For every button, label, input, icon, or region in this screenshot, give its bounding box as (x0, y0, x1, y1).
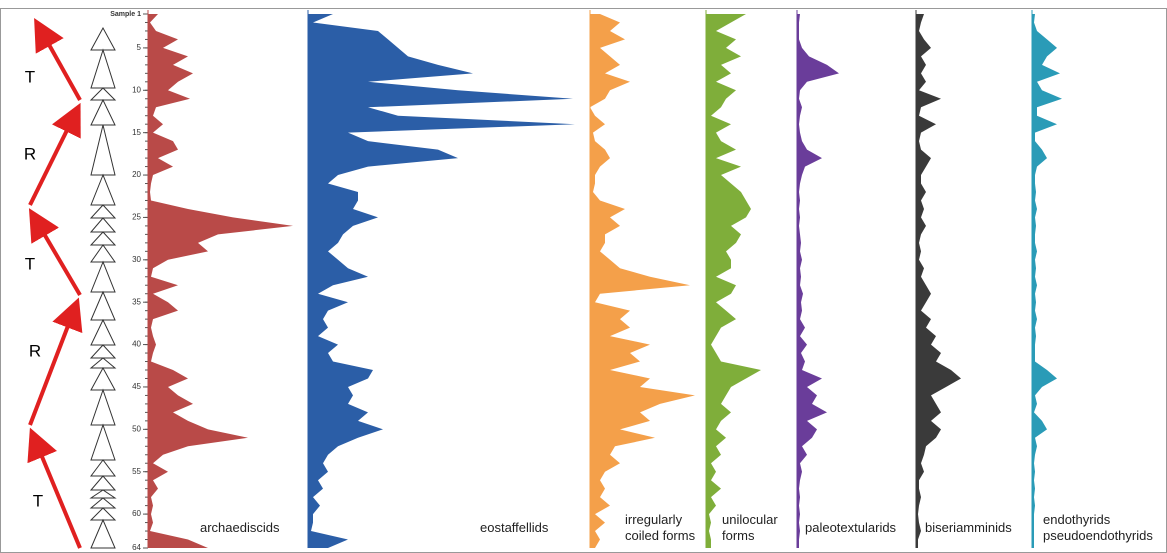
sequence-label: T (33, 491, 43, 510)
triangle (89, 231, 117, 246)
tick-label: 55 (132, 467, 141, 476)
abundance-area (148, 14, 293, 548)
sequence-label: T (25, 254, 35, 273)
triangle (90, 124, 116, 176)
tick-label: Sample 1 (110, 11, 141, 18)
triangle (89, 87, 117, 101)
series-label: archaediscids (200, 520, 280, 535)
triangle (90, 260, 116, 293)
tick-label: 20 (132, 170, 141, 179)
series-label: unilocular forms (722, 512, 778, 543)
triangle (90, 48, 116, 89)
trend-arrows (27, 18, 83, 549)
tick-label: 30 (132, 255, 141, 264)
triangle (90, 26, 116, 51)
abundance-area (308, 14, 575, 548)
cycle-triangles (89, 26, 117, 549)
triangle (90, 290, 116, 321)
triangle (90, 388, 116, 426)
triangle (90, 423, 116, 461)
tick-label: 64 (132, 543, 141, 552)
triangle (90, 459, 116, 477)
frame (0, 8, 1167, 553)
triangle (90, 244, 116, 263)
tick-label: 35 (132, 297, 141, 306)
tick-label: 25 (132, 213, 141, 222)
series-label: endothyrids pseudoendothyrids (1043, 512, 1153, 543)
triangle (89, 357, 117, 369)
triangle (89, 497, 117, 509)
series-label: eostaffellids (480, 520, 549, 535)
triangle (90, 173, 116, 206)
tick-label: 15 (132, 128, 141, 137)
tick-label: 5 (137, 43, 142, 52)
triangle (89, 507, 117, 521)
sequence-label: T (25, 67, 35, 86)
series-label: biseriamminids (925, 520, 1012, 535)
abundance-area (797, 14, 839, 548)
triangle (89, 489, 117, 499)
tick-label: 40 (132, 340, 141, 349)
triangle (90, 366, 116, 391)
tick-label: 45 (132, 382, 141, 391)
triangle (90, 318, 116, 346)
triangle (90, 518, 116, 549)
series-label: paleotextularids (805, 520, 897, 535)
series-label: irregularly coiled forms (625, 512, 696, 543)
triangle (89, 344, 117, 359)
abundance-area (916, 14, 961, 548)
tick-label: 50 (132, 424, 141, 433)
tick-label: 60 (132, 509, 141, 518)
triangle (89, 217, 117, 233)
triangle (90, 98, 116, 126)
abundance-area (706, 14, 761, 548)
sequence-label: R (24, 144, 36, 163)
tick-label: 10 (132, 85, 141, 94)
abundance-area (590, 14, 695, 548)
sequence-label: R (29, 341, 41, 360)
triangle (89, 475, 117, 491)
abundance-area (1032, 14, 1062, 548)
triangle (89, 204, 117, 219)
